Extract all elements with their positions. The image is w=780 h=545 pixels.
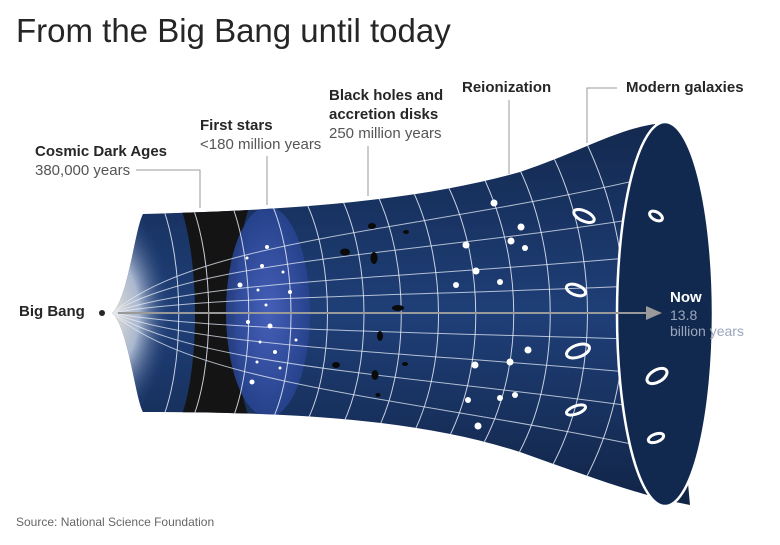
modern-galaxies-name: Modern galaxies bbox=[626, 79, 744, 96]
black-holes-name-line1: Black holes and bbox=[329, 87, 444, 104]
longitude-grid bbox=[112, 174, 661, 451]
reionization-label: Reionization bbox=[462, 78, 551, 97]
timeline-arrowhead bbox=[646, 306, 662, 320]
now-sub-line2: billion years bbox=[670, 323, 744, 339]
black-holes-label: Black holes and accretion disks 250 mill… bbox=[329, 86, 443, 143]
dark-ages-label: Cosmic Dark Ages 380,000 years bbox=[35, 142, 167, 180]
now-label: Now 13.8 billion years bbox=[670, 288, 744, 339]
modern-galaxies-label: Modern galaxies bbox=[626, 78, 744, 97]
dark-ages-name: Cosmic Dark Ages bbox=[35, 143, 167, 160]
modern-galaxies-icons bbox=[564, 208, 596, 417]
reionization-dots bbox=[453, 199, 532, 430]
reionization-name: Reionization bbox=[462, 79, 552, 96]
first-stars-label: First stars <180 million years bbox=[200, 116, 321, 154]
black-hole-dots bbox=[332, 223, 409, 397]
big-bang-label: Big Bang bbox=[19, 302, 85, 321]
first-stars-dots bbox=[237, 245, 298, 385]
now-sub-line1: 13.8 bbox=[670, 307, 698, 323]
dark-ages-sub: 380,000 years bbox=[35, 162, 131, 179]
first-stars-sub: <180 million years bbox=[200, 136, 322, 153]
first-stars-name: First stars bbox=[200, 117, 273, 134]
ring-grid bbox=[159, 139, 626, 481]
big-bang-dot bbox=[99, 310, 105, 316]
big-bang-label-text: Big Bang bbox=[19, 303, 85, 320]
black-holes-name-line2: accretion disks bbox=[329, 106, 439, 123]
leader-lines bbox=[136, 87, 617, 208]
page-title: From the Big Bang until today bbox=[16, 12, 451, 49]
source-note: Source: National Science Foundation bbox=[16, 515, 215, 529]
black-holes-sub: 250 million years bbox=[329, 125, 442, 142]
now-name: Now bbox=[670, 289, 702, 306]
end-cap-galaxies bbox=[645, 209, 669, 445]
